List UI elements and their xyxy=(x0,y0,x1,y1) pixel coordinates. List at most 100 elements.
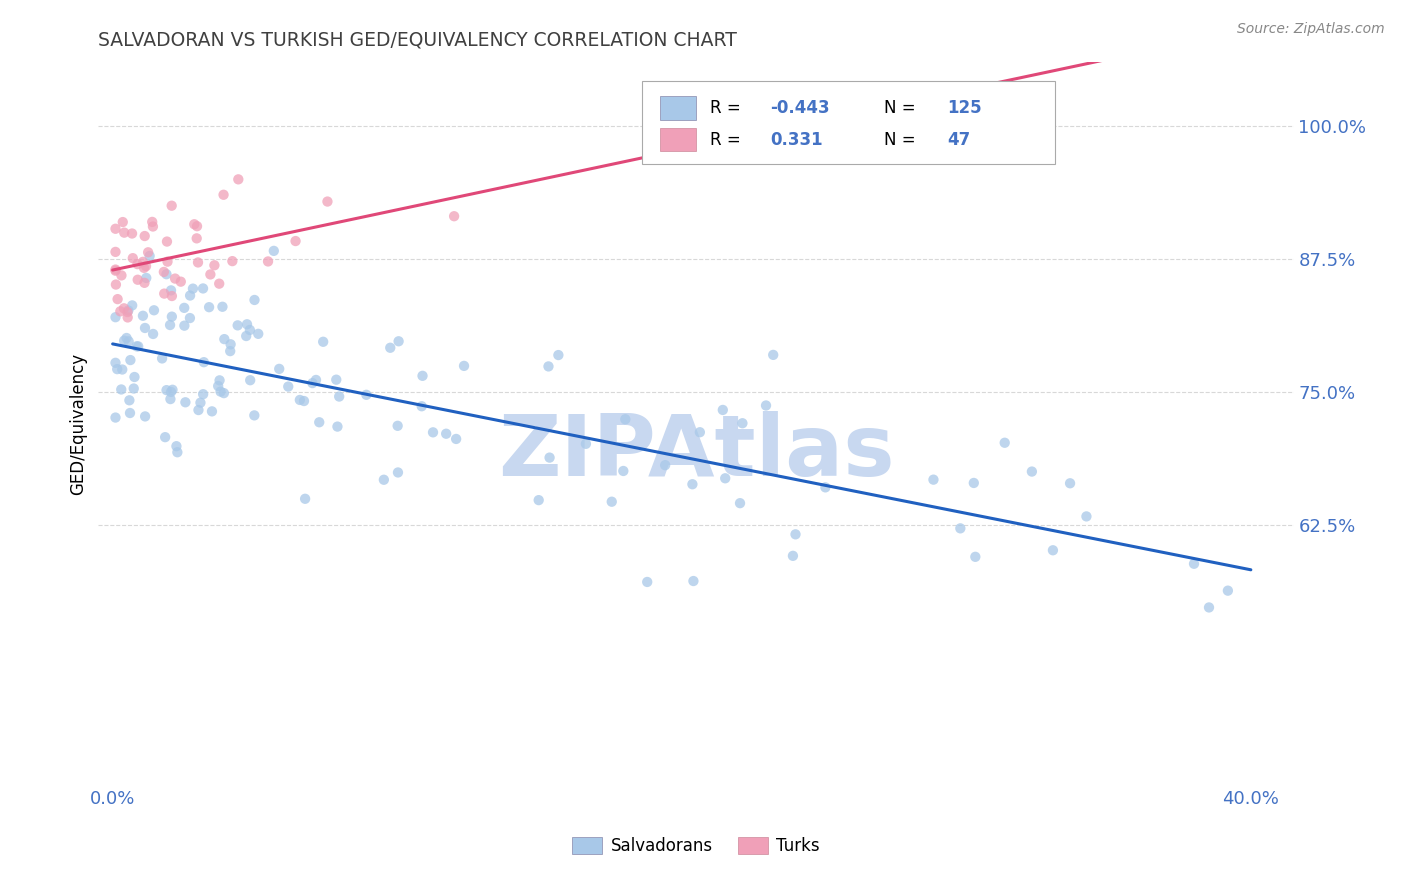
Point xyxy=(141,215,163,229)
Y-axis label: GED/Equivalency: GED/Equivalency xyxy=(69,352,87,495)
Point xyxy=(143,303,166,318)
Point xyxy=(165,439,187,453)
Point xyxy=(1198,600,1220,615)
Point xyxy=(156,254,179,268)
Point xyxy=(654,458,676,472)
Point xyxy=(277,379,299,393)
Point xyxy=(235,329,257,343)
Point xyxy=(681,477,703,491)
Point xyxy=(292,394,315,409)
Point xyxy=(201,404,224,418)
Point xyxy=(159,392,181,406)
Point xyxy=(187,255,209,269)
Point xyxy=(174,395,197,409)
Point xyxy=(160,284,183,298)
Point xyxy=(219,344,242,359)
Point xyxy=(208,277,231,291)
Point xyxy=(412,368,434,383)
Point xyxy=(326,419,349,434)
Point xyxy=(600,494,623,508)
Point xyxy=(211,300,233,314)
Point xyxy=(212,386,235,401)
Point xyxy=(731,416,754,430)
FancyBboxPatch shape xyxy=(661,96,696,120)
Point xyxy=(153,430,176,444)
Text: 125: 125 xyxy=(948,99,981,117)
Point xyxy=(160,289,183,303)
Point xyxy=(115,331,138,345)
Point xyxy=(104,310,127,325)
Point xyxy=(132,260,155,275)
Point xyxy=(117,310,139,325)
Text: R =: R = xyxy=(710,131,747,149)
Point xyxy=(104,410,127,425)
Point xyxy=(202,258,225,272)
Text: SALVADORAN VS TURKISH GED/EQUIVALENCY CORRELATION CHART: SALVADORAN VS TURKISH GED/EQUIVALENCY CO… xyxy=(98,30,737,50)
Point xyxy=(117,303,139,318)
Point xyxy=(166,445,188,459)
Point xyxy=(411,399,433,413)
Point xyxy=(121,251,143,265)
Text: N =: N = xyxy=(883,99,921,117)
Point xyxy=(112,334,135,348)
Point xyxy=(257,254,280,268)
Point xyxy=(142,219,165,234)
Point xyxy=(226,318,249,333)
Point xyxy=(814,480,837,494)
Point xyxy=(134,409,156,424)
Point xyxy=(328,390,350,404)
Point xyxy=(527,493,550,508)
Point xyxy=(153,265,176,279)
Point xyxy=(373,473,395,487)
Point xyxy=(207,379,229,393)
Point xyxy=(547,348,569,362)
Text: 47: 47 xyxy=(948,131,970,149)
Point xyxy=(170,275,193,289)
Point xyxy=(538,450,561,465)
Text: 0.331: 0.331 xyxy=(770,131,823,149)
Point xyxy=(212,187,235,202)
Point xyxy=(121,227,143,241)
Point xyxy=(134,276,156,290)
Point xyxy=(356,388,378,402)
Point xyxy=(159,318,181,332)
Point xyxy=(104,221,127,235)
Point xyxy=(117,334,139,349)
Point xyxy=(198,300,221,314)
Legend: Salvadorans, Turks: Salvadorans, Turks xyxy=(572,837,820,855)
Point xyxy=(107,292,129,306)
Point xyxy=(127,257,149,271)
Point xyxy=(1216,583,1239,598)
Point xyxy=(118,393,141,408)
Point xyxy=(388,334,411,349)
Point xyxy=(325,373,347,387)
Point xyxy=(782,549,804,563)
Point xyxy=(308,415,330,429)
Point xyxy=(138,249,160,263)
Point xyxy=(132,255,155,269)
Point xyxy=(104,262,127,277)
Point xyxy=(443,209,465,223)
FancyBboxPatch shape xyxy=(661,128,696,152)
Point xyxy=(301,376,323,391)
Point xyxy=(111,215,134,229)
Text: ZIPAtlas: ZIPAtlas xyxy=(498,411,894,494)
Point xyxy=(236,318,259,332)
Point xyxy=(125,339,148,353)
Point xyxy=(682,574,704,588)
Point xyxy=(200,268,222,282)
Point xyxy=(755,399,778,413)
Point xyxy=(1059,476,1081,491)
Point xyxy=(187,403,209,417)
Point xyxy=(120,353,142,368)
Point xyxy=(121,298,143,312)
Text: R =: R = xyxy=(710,99,747,117)
Point xyxy=(612,464,634,478)
Point xyxy=(193,355,215,369)
Point xyxy=(288,392,311,407)
Point xyxy=(155,267,177,281)
Point xyxy=(994,435,1017,450)
Point xyxy=(104,277,127,292)
Point xyxy=(1042,543,1064,558)
Point xyxy=(110,268,132,283)
